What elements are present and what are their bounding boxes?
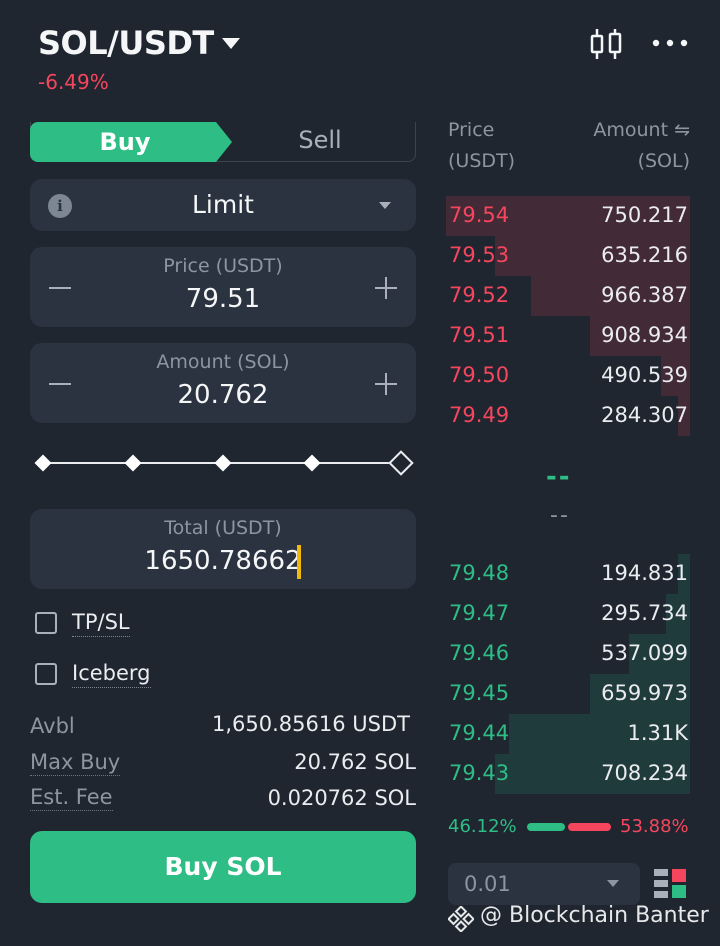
total-input[interactable]: 1650.78662 bbox=[144, 546, 302, 576]
orderbook-layout-icon[interactable] bbox=[653, 867, 687, 901]
total-title: Total (USDT) bbox=[164, 517, 282, 539]
tab-sell[interactable]: Sell bbox=[298, 126, 342, 154]
maxbuy-value: 20.762 SOL bbox=[294, 750, 416, 774]
watermark: @ Blockchain Banter bbox=[480, 903, 709, 928]
depth-precision-value[interactable]: 0.01 bbox=[464, 872, 511, 896]
bid-price[interactable]: 79.44 bbox=[449, 721, 510, 745]
info-icon[interactable]: i bbox=[48, 194, 72, 218]
binance-logo-icon bbox=[448, 906, 474, 932]
text-cursor bbox=[297, 545, 301, 579]
ask-depth-bar bbox=[531, 276, 690, 316]
ask-amount[interactable]: 966.387 bbox=[601, 283, 688, 307]
buy-ratio: 46.12% bbox=[448, 816, 517, 837]
price-increment-icon-bar[interactable] bbox=[385, 277, 387, 299]
bid-depth-bar bbox=[629, 634, 690, 674]
bid-amount[interactable]: 659.973 bbox=[601, 681, 688, 705]
amount-stepper[interactable] bbox=[30, 343, 416, 423]
buy-ratio-bar bbox=[527, 823, 565, 831]
amount-header-line2: (SOL) bbox=[637, 150, 690, 172]
ask-amount[interactable]: 635.216 bbox=[601, 243, 688, 267]
iceberg-label[interactable]: Iceberg bbox=[72, 661, 151, 688]
ask-amount[interactable]: 908.934 bbox=[601, 323, 688, 347]
bid-price[interactable]: 79.48 bbox=[449, 561, 510, 585]
bid-price[interactable]: 79.47 bbox=[449, 601, 510, 625]
price-stepper[interactable] bbox=[30, 247, 416, 327]
chevron-down-icon[interactable] bbox=[607, 880, 619, 887]
buy-sol-button[interactable] bbox=[30, 831, 416, 903]
bid-depth-bar bbox=[590, 674, 690, 714]
candlestick-chart-icon[interactable] bbox=[588, 27, 624, 61]
amount-header-line1[interactable]: Amount ⇋ bbox=[593, 119, 690, 141]
bid-amount[interactable]: 1.31K bbox=[627, 721, 688, 745]
slider-node-25[interactable] bbox=[124, 454, 142, 472]
ask-amount[interactable]: 284.307 bbox=[601, 403, 688, 427]
ask-price[interactable]: 79.53 bbox=[449, 243, 510, 267]
price-header-line2: (USDT) bbox=[448, 150, 516, 172]
ask-amount[interactable]: 750.217 bbox=[601, 203, 688, 227]
ask-depth-bar bbox=[446, 196, 690, 236]
sell-ratio-bar bbox=[568, 823, 611, 831]
bid-amount[interactable]: 194.831 bbox=[601, 561, 688, 585]
avbl-label: Avbl bbox=[30, 714, 75, 738]
ask-depth-bar bbox=[661, 356, 690, 396]
maxbuy-label[interactable]: Max Buy bbox=[30, 750, 121, 776]
slider-handle[interactable] bbox=[388, 450, 414, 476]
price-change-percent: -6.49% bbox=[38, 70, 109, 94]
order-type-label[interactable]: Limit bbox=[192, 190, 254, 219]
price-stepper-title: Price (USDT) bbox=[163, 255, 283, 277]
tpsl-label[interactable]: TP/SL bbox=[72, 610, 130, 637]
slider-node-0[interactable] bbox=[34, 454, 52, 472]
amount-decrement-icon[interactable] bbox=[49, 383, 71, 385]
price-decrement-icon[interactable] bbox=[49, 287, 71, 289]
order-type-select[interactable] bbox=[30, 179, 416, 231]
tab-buy-background[interactable] bbox=[30, 122, 232, 162]
bid-depth-bar bbox=[666, 594, 690, 634]
bid-price[interactable]: 79.46 bbox=[449, 641, 510, 665]
mid-price[interactable]: -- bbox=[546, 462, 572, 492]
bid-amount[interactable]: 537.099 bbox=[601, 641, 688, 665]
ask-depth-bar bbox=[495, 236, 690, 276]
bid-depth-bar bbox=[509, 714, 690, 754]
pair-dropdown-caret-icon[interactable] bbox=[222, 38, 240, 49]
more-dots-icon[interactable] bbox=[652, 36, 688, 50]
ask-price[interactable]: 79.52 bbox=[449, 283, 510, 307]
price-header-line1: Price bbox=[448, 119, 495, 141]
total-field[interactable] bbox=[30, 509, 416, 589]
buy-sol-button-label[interactable]: Buy SOL bbox=[164, 852, 282, 881]
ask-price[interactable]: 79.54 bbox=[449, 203, 510, 227]
slider-node-75[interactable] bbox=[303, 454, 321, 472]
ask-price[interactable]: 79.49 bbox=[449, 403, 510, 427]
mid-price-sub: -- bbox=[550, 503, 570, 528]
pair-title[interactable]: SOL/USDT bbox=[38, 24, 214, 62]
ask-price[interactable]: 79.51 bbox=[449, 323, 510, 347]
chevron-down-icon[interactable] bbox=[379, 202, 391, 209]
iceberg-checkbox[interactable] bbox=[35, 663, 57, 685]
amount-stepper-title: Amount (SOL) bbox=[156, 351, 290, 373]
bid-price[interactable]: 79.45 bbox=[449, 681, 510, 705]
bid-amount[interactable]: 295.734 bbox=[601, 601, 688, 625]
orderbook-amount-header[interactable]: Amount ⇋ (SOL) bbox=[540, 115, 690, 177]
tab-buy[interactable]: Buy bbox=[99, 128, 151, 156]
avbl-value: 1,650.85616 USDT bbox=[212, 712, 410, 736]
slider-node-50[interactable] bbox=[214, 454, 232, 472]
bid-price[interactable]: 79.43 bbox=[449, 761, 510, 785]
ask-depth-bar bbox=[678, 396, 690, 436]
ask-depth-bar bbox=[590, 316, 690, 356]
bid-depth-bar bbox=[678, 554, 690, 594]
ask-price[interactable]: 79.50 bbox=[449, 363, 510, 387]
bid-depth-bar bbox=[495, 754, 690, 794]
orderbook-price-header: Price (USDT) bbox=[448, 115, 515, 177]
bid-amount[interactable]: 708.234 bbox=[601, 761, 688, 785]
sell-ratio: 53.88% bbox=[620, 816, 689, 837]
amount-increment-icon-bar[interactable] bbox=[385, 373, 387, 395]
amount-input[interactable]: 20.762 bbox=[177, 380, 269, 410]
ask-amount[interactable]: 490.539 bbox=[601, 363, 688, 387]
tpsl-checkbox[interactable] bbox=[35, 612, 57, 634]
fee-value: 0.020762 SOL bbox=[267, 786, 416, 810]
price-input[interactable]: 79.51 bbox=[185, 284, 261, 314]
fee-label[interactable]: Est. Fee bbox=[30, 785, 113, 811]
